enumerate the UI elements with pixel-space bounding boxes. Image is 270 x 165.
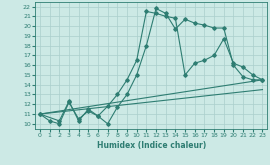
X-axis label: Humidex (Indice chaleur): Humidex (Indice chaleur) [97, 141, 206, 150]
